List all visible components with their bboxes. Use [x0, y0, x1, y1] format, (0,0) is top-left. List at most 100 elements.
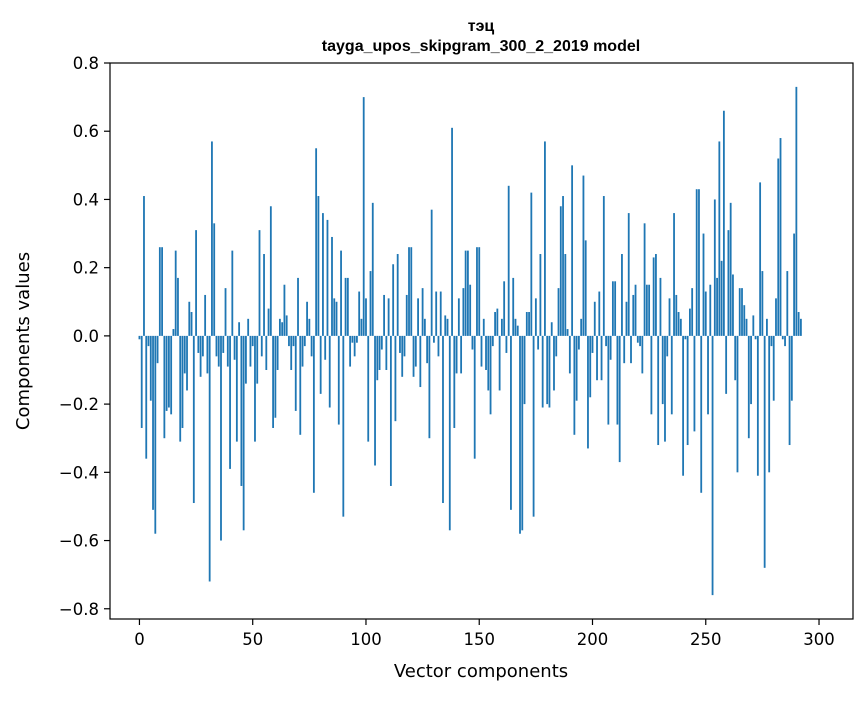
bar-176 [537, 335, 540, 350]
bar-48 [247, 318, 250, 336]
bar-212 [618, 335, 621, 463]
bar-224 [645, 284, 648, 336]
bar-29 [204, 294, 207, 336]
bar-69 [294, 335, 297, 411]
bar-124 [419, 335, 422, 388]
bar-72 [301, 335, 304, 367]
bar-167 [516, 325, 519, 336]
bar-81 [322, 213, 324, 336]
bar-206 [605, 335, 607, 347]
bar-32 [211, 141, 213, 336]
bar-211 [616, 335, 619, 425]
bar-17 [177, 277, 179, 336]
bar-225 [648, 284, 651, 336]
bar-117 [403, 335, 406, 357]
bar-243 [689, 308, 691, 336]
bar-21 [186, 335, 188, 391]
bar-34 [215, 335, 218, 357]
bar-122 [414, 335, 417, 367]
y-tick-label: −0.2 [59, 395, 99, 414]
bar-151 [480, 335, 483, 367]
bar-90 [342, 335, 345, 517]
bar-14 [170, 335, 173, 415]
chart-title: тэц [468, 18, 495, 35]
bar-175 [534, 298, 537, 336]
bar-107 [380, 335, 383, 350]
bar-202 [596, 335, 598, 381]
bar-35 [217, 335, 220, 367]
bar-20 [183, 335, 186, 374]
bar-135 [444, 315, 447, 336]
bar-197 [584, 240, 587, 336]
bar-213 [621, 254, 623, 336]
bar-150 [478, 247, 481, 336]
bar-149 [476, 247, 478, 336]
bar-56 [265, 335, 268, 370]
bar-36 [220, 335, 222, 541]
bar-166 [514, 318, 517, 336]
bar-252 [709, 284, 712, 336]
bar-62 [278, 318, 281, 336]
y-tick-label: 0.2 [73, 259, 99, 278]
bar-111 [389, 335, 392, 486]
bar-148 [473, 335, 476, 459]
bar-86 [333, 298, 336, 336]
bar-152 [482, 318, 485, 336]
bar-118 [405, 294, 408, 336]
bar-270 [750, 335, 752, 405]
bar-265 [738, 288, 741, 336]
bar-146 [469, 284, 472, 336]
bar-101 [367, 335, 370, 442]
bar-125 [421, 288, 424, 336]
bar-257 [720, 260, 723, 336]
bar-139 [453, 335, 456, 428]
bar-277 [766, 318, 768, 336]
bar-143 [462, 288, 465, 336]
bar-183 [553, 335, 555, 391]
bar-244 [691, 288, 694, 336]
bar-251 [707, 335, 709, 415]
bar-59 [272, 335, 274, 428]
bar-26 [197, 335, 200, 353]
bar-191 [571, 165, 574, 336]
bar-220 [636, 335, 639, 343]
bar-273 [756, 335, 759, 476]
bar-210 [614, 281, 617, 336]
bar-263 [734, 335, 737, 381]
bar-123 [417, 298, 419, 336]
bar-154 [487, 335, 490, 391]
chart-subtitle: tayga_upos_skipgram_300_2_2019 model [322, 38, 640, 55]
bar-74 [306, 301, 308, 336]
bar-264 [736, 335, 739, 473]
bar-242 [686, 335, 689, 446]
bar-236 [673, 213, 675, 336]
x-tick-label: 300 [803, 630, 835, 649]
y-tick-label: 0.4 [73, 190, 99, 209]
bar-16 [174, 250, 177, 336]
y-tick-label: 0.8 [73, 54, 99, 73]
bar-120 [410, 247, 413, 336]
bar-77 [312, 335, 315, 493]
bar-19 [181, 335, 184, 428]
bar-13 [167, 335, 170, 408]
bar-119 [408, 247, 410, 336]
bar-45 [240, 335, 243, 486]
bar-196 [582, 175, 585, 336]
bar-110 [387, 298, 390, 336]
bar-51 [254, 335, 256, 442]
bar-245 [693, 335, 696, 432]
bar-113 [394, 335, 397, 422]
bar-37 [222, 335, 225, 353]
bar-98 [360, 318, 363, 336]
bar-53 [258, 230, 261, 336]
bar-282 [777, 158, 780, 336]
bar-3 [145, 335, 148, 459]
y-tick-label: 0.6 [73, 122, 99, 141]
x-tick-label: 250 [690, 630, 722, 649]
bar-259 [725, 335, 728, 394]
bar-23 [190, 312, 193, 336]
bar-49 [249, 335, 252, 367]
bar-121 [412, 335, 415, 377]
bar-18 [179, 335, 182, 442]
bar-163 [507, 185, 510, 336]
